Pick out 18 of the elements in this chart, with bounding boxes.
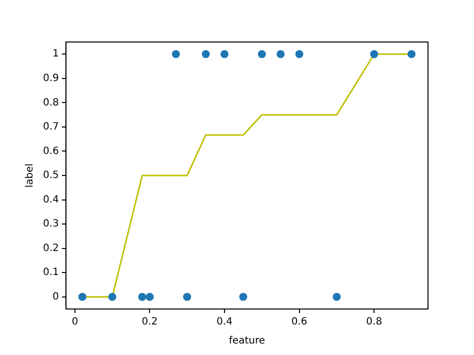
x-tick-label: 0.8 [366,316,382,328]
y-tick-label: 0.4 [42,194,59,206]
x-tick-label: 0.4 [216,316,232,328]
y-tick-label: 0.9 [42,73,59,84]
y-axis-title: label [24,163,36,188]
x-tick-label: 0 [72,316,78,328]
y-tick-label: 0.3 [42,218,59,230]
y-tick-label: 0.2 [42,242,59,254]
x-tick-label: 0.2 [142,316,158,328]
y-tick-label: 0 [52,291,59,302]
x-tick-label: 0.6 [291,316,308,328]
y-tick-label: 0.5 [42,170,59,182]
y-tick-label: 0.1 [42,267,59,278]
x-axis-title: feature [228,336,266,347]
y-tick-label: 1 [52,48,59,60]
y-tick-label: 0.7 [42,122,59,133]
y-tick-label: 0.8 [42,97,59,108]
y-tick-label: 0.6 [42,146,59,157]
